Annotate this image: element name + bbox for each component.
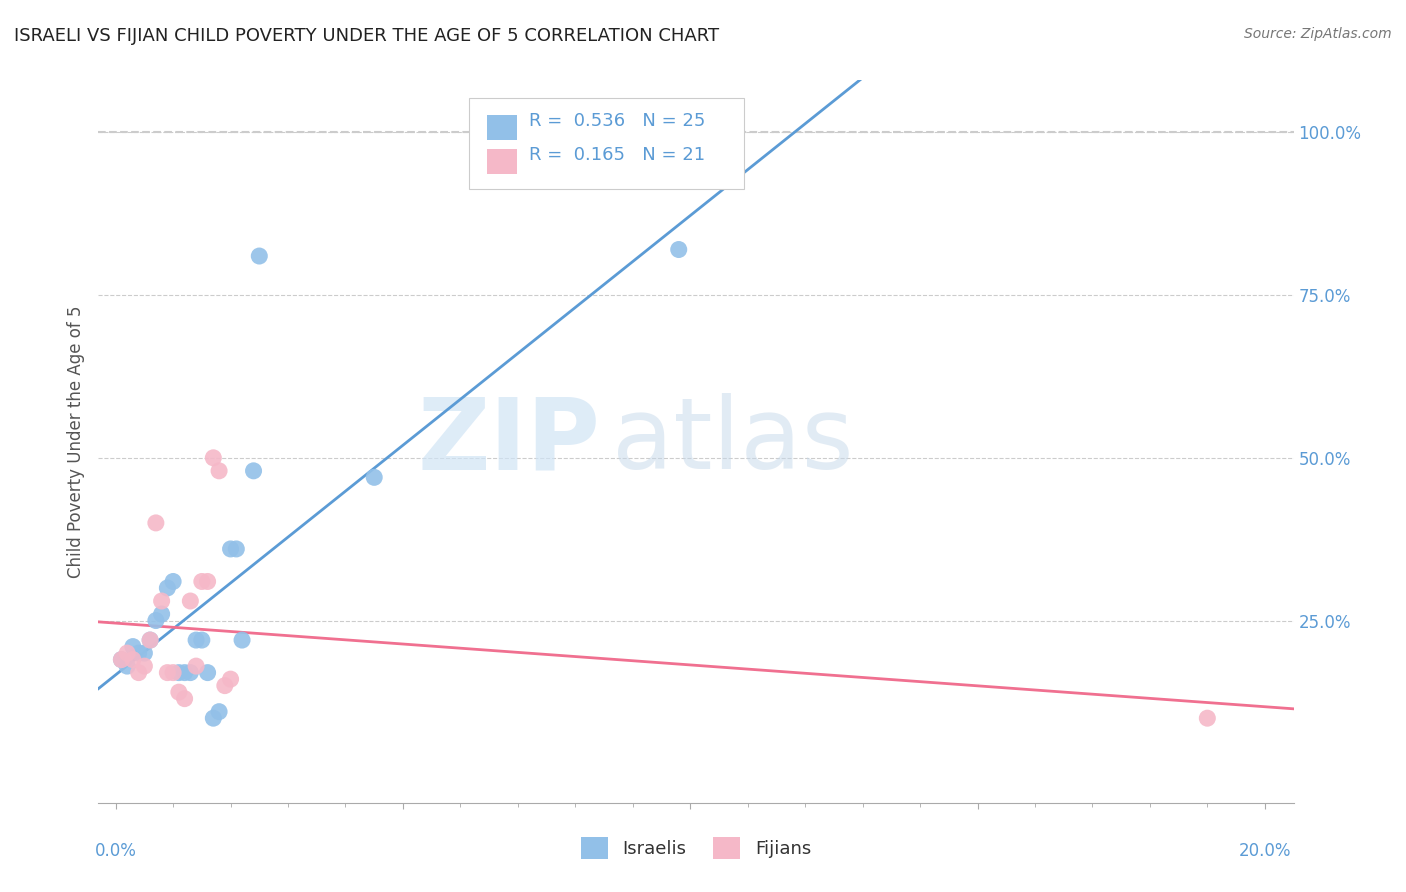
Point <box>219 541 242 556</box>
Point <box>156 665 179 680</box>
Text: ISRAELI VS FIJIAN CHILD POVERTY UNDER THE AGE OF 5 CORRELATION CHART: ISRAELI VS FIJIAN CHILD POVERTY UNDER TH… <box>14 27 720 45</box>
Point <box>122 652 145 666</box>
Point <box>225 541 247 556</box>
Point <box>134 659 156 673</box>
Point <box>115 646 138 660</box>
Point <box>242 464 264 478</box>
FancyBboxPatch shape <box>486 149 517 174</box>
Point <box>150 594 173 608</box>
Point <box>184 659 207 673</box>
Point <box>128 665 150 680</box>
Point <box>184 633 207 648</box>
Point <box>214 679 236 693</box>
Point <box>128 646 150 660</box>
Point <box>139 633 162 648</box>
Text: atlas: atlas <box>613 393 853 490</box>
FancyBboxPatch shape <box>470 98 744 189</box>
Point <box>173 665 195 680</box>
Text: R =  0.536   N = 25: R = 0.536 N = 25 <box>529 112 704 129</box>
Text: ZIP: ZIP <box>418 393 600 490</box>
Point <box>115 659 138 673</box>
Point <box>208 464 231 478</box>
Point <box>167 665 190 680</box>
Text: 0.0%: 0.0% <box>94 842 136 860</box>
Legend: Israelis, Fijians: Israelis, Fijians <box>574 830 818 866</box>
Point <box>202 711 225 725</box>
Point <box>191 574 214 589</box>
Point <box>247 249 270 263</box>
Point <box>202 450 225 465</box>
Point <box>231 633 253 648</box>
Point <box>122 640 145 654</box>
Text: R =  0.165   N = 21: R = 0.165 N = 21 <box>529 145 704 164</box>
Point <box>179 665 201 680</box>
Point <box>1197 711 1219 725</box>
Y-axis label: Child Poverty Under the Age of 5: Child Poverty Under the Age of 5 <box>66 305 84 578</box>
Point <box>110 652 132 666</box>
Point <box>162 574 184 589</box>
Point <box>208 705 231 719</box>
Point <box>150 607 173 621</box>
Point <box>145 614 167 628</box>
Point <box>145 516 167 530</box>
Point <box>191 633 214 648</box>
Point <box>363 470 385 484</box>
Point <box>134 646 156 660</box>
Text: 20.0%: 20.0% <box>1239 842 1291 860</box>
Point <box>179 594 201 608</box>
Point <box>219 672 242 686</box>
Point <box>162 665 184 680</box>
Point <box>197 574 219 589</box>
Point <box>156 581 179 595</box>
Text: Source: ZipAtlas.com: Source: ZipAtlas.com <box>1244 27 1392 41</box>
Point <box>167 685 190 699</box>
Point <box>110 652 132 666</box>
Point <box>139 633 162 648</box>
Point <box>173 691 195 706</box>
FancyBboxPatch shape <box>486 115 517 140</box>
Point <box>668 243 690 257</box>
Point <box>197 665 219 680</box>
